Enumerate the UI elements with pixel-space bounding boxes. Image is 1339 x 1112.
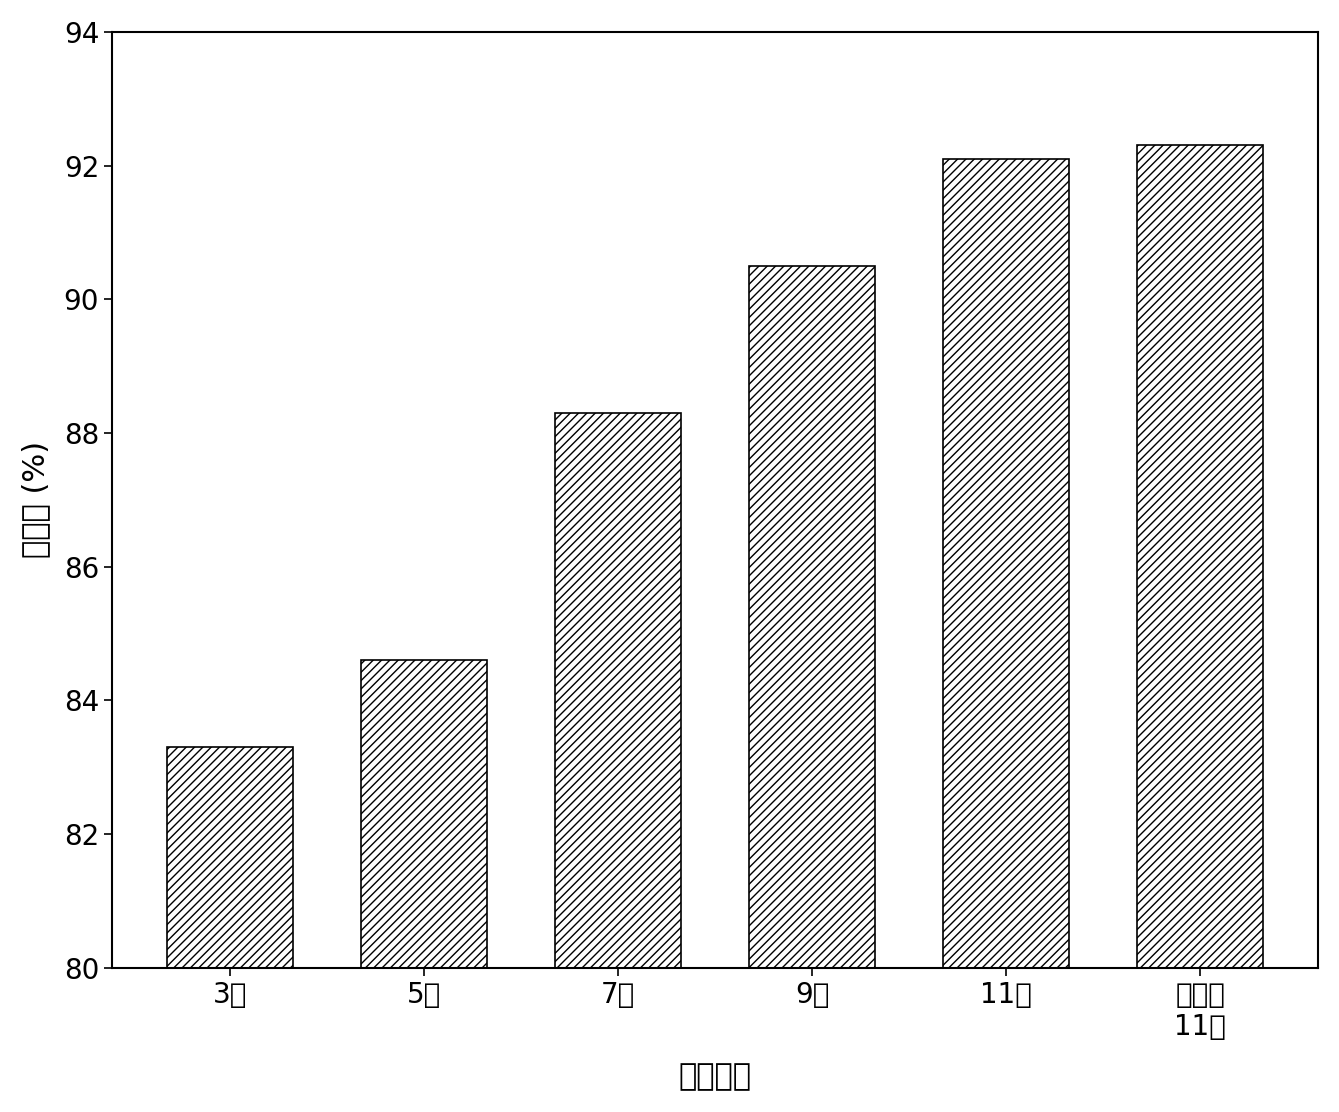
X-axis label: 隔网层数: 隔网层数 xyxy=(679,1062,751,1091)
Y-axis label: 脸盐率 (%): 脸盐率 (%) xyxy=(21,441,50,558)
Bar xyxy=(750,266,876,967)
Bar xyxy=(943,159,1070,967)
Bar xyxy=(167,747,293,967)
Bar xyxy=(362,661,487,967)
Bar xyxy=(556,413,682,967)
Bar xyxy=(1137,146,1264,967)
